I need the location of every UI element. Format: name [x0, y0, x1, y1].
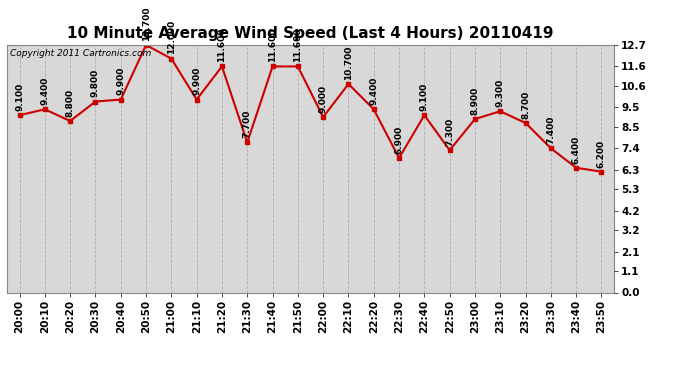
- Text: 10.700: 10.700: [344, 45, 353, 80]
- Text: 9.400: 9.400: [40, 77, 50, 105]
- Text: 9.300: 9.300: [495, 79, 505, 107]
- Text: 7.400: 7.400: [546, 116, 555, 144]
- Text: 9.900: 9.900: [192, 67, 201, 95]
- Text: 6.900: 6.900: [395, 126, 404, 154]
- Text: 12.700: 12.700: [141, 6, 150, 41]
- Text: 8.900: 8.900: [471, 87, 480, 115]
- Text: 9.100: 9.100: [15, 83, 24, 111]
- Text: 7.700: 7.700: [243, 110, 252, 138]
- Text: 9.000: 9.000: [319, 85, 328, 113]
- Text: 7.300: 7.300: [445, 118, 454, 146]
- Text: 9.800: 9.800: [91, 69, 100, 98]
- Text: 9.900: 9.900: [116, 67, 126, 95]
- Text: 6.200: 6.200: [597, 140, 606, 168]
- Text: 8.800: 8.800: [66, 89, 75, 117]
- Text: 11.600: 11.600: [293, 28, 302, 62]
- Text: 11.600: 11.600: [217, 28, 226, 62]
- Title: 10 Minute Average Wind Speed (Last 4 Hours) 20110419: 10 Minute Average Wind Speed (Last 4 Hou…: [67, 26, 554, 41]
- Text: 12.000: 12.000: [167, 20, 176, 54]
- Text: 9.100: 9.100: [420, 83, 429, 111]
- Text: 11.600: 11.600: [268, 28, 277, 62]
- Text: 6.400: 6.400: [571, 135, 581, 164]
- Text: Copyright 2011 Cartronics.com: Copyright 2011 Cartronics.com: [10, 49, 151, 58]
- Text: 9.400: 9.400: [369, 77, 378, 105]
- Text: 8.700: 8.700: [521, 90, 530, 119]
